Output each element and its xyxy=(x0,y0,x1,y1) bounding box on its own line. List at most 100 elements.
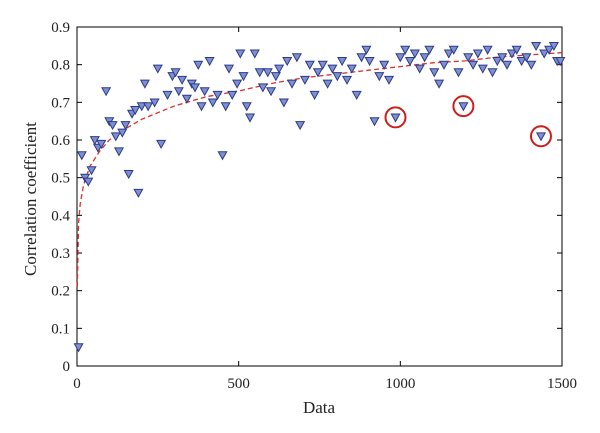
data-point-marker xyxy=(395,53,406,63)
data-point-marker xyxy=(364,57,375,67)
data-point-marker xyxy=(299,75,310,85)
data-points xyxy=(73,42,566,353)
data-point-marker xyxy=(193,60,204,70)
data-point-marker xyxy=(244,113,256,123)
data-point-marker xyxy=(379,60,390,70)
data-point-marker xyxy=(96,139,107,150)
data-point-marker xyxy=(189,83,201,93)
trend-layer xyxy=(76,51,563,287)
data-point-marker xyxy=(400,45,411,55)
outlier-highlight-circle xyxy=(529,125,552,148)
data-point-marker xyxy=(404,57,416,67)
data-point-marker xyxy=(468,60,479,70)
data-point-marker xyxy=(383,75,395,85)
data-point-marker xyxy=(76,151,87,161)
y-tick-label: 0.2 xyxy=(51,284,70,300)
data-point-marker xyxy=(548,42,559,52)
data-point-marker xyxy=(212,90,223,101)
data-point-marker xyxy=(472,49,483,59)
data-point-marker xyxy=(217,151,228,161)
data-point-marker xyxy=(434,79,445,89)
outlier-highlight-circle xyxy=(452,95,475,118)
data-point-marker xyxy=(448,45,459,55)
x-axis-ticks: 0 500 1000 1500 xyxy=(73,27,577,392)
data-point-marker xyxy=(241,102,252,112)
data-point-marker xyxy=(453,68,464,78)
data-point-marker xyxy=(337,57,348,67)
data-point-marker xyxy=(327,64,338,74)
data-point-marker xyxy=(130,106,141,116)
data-point-marker xyxy=(317,60,328,70)
data-point-marker xyxy=(487,68,498,78)
data-point-marker xyxy=(424,45,435,55)
data-point-marker xyxy=(477,64,488,74)
data-point-marker xyxy=(291,53,302,63)
data-point-marker xyxy=(539,49,550,59)
data-point-marker xyxy=(516,57,527,67)
data-point-marker xyxy=(196,102,207,112)
y-tick-label: 0.8 xyxy=(51,58,70,74)
data-point-marker xyxy=(204,57,215,67)
data-point-marker xyxy=(101,87,112,97)
data-point-marker xyxy=(270,72,281,82)
data-point-marker xyxy=(438,60,450,70)
data-point-marker xyxy=(501,60,513,70)
data-point-marker xyxy=(458,102,469,112)
data-point-marker xyxy=(322,79,333,89)
data-point-marker xyxy=(170,68,181,78)
data-point-marker xyxy=(492,57,503,67)
data-point-marker xyxy=(341,75,353,85)
y-tick-label: 0.5 xyxy=(51,171,70,187)
data-point-marker xyxy=(238,72,249,82)
data-point-marker xyxy=(286,79,298,89)
data-point-marker xyxy=(139,79,150,89)
data-point-marker xyxy=(304,60,315,70)
y-tick-label: 0.1 xyxy=(51,321,70,337)
data-point-marker xyxy=(133,188,144,198)
data-point-marker xyxy=(113,147,125,157)
data-point-marker xyxy=(443,49,454,59)
x-axis-label: Data xyxy=(303,398,336,417)
data-point-marker xyxy=(526,60,537,70)
data-point-marker xyxy=(506,49,517,59)
data-point-marker xyxy=(521,53,532,63)
data-point-marker xyxy=(356,53,367,63)
y-axis-label: Correlation coefficient xyxy=(21,122,40,276)
data-point-marker xyxy=(555,57,566,67)
data-point-marker xyxy=(181,94,192,104)
data-point-marker xyxy=(120,121,131,131)
data-point-marker xyxy=(235,49,246,59)
data-point-marker xyxy=(309,90,320,101)
data-point-marker xyxy=(136,102,147,112)
y-tick-label: 0.3 xyxy=(51,246,70,262)
data-point-marker xyxy=(262,68,273,78)
data-point-marker xyxy=(220,102,231,112)
y-tick-label: 0.6 xyxy=(51,133,70,149)
data-point-marker xyxy=(409,49,420,59)
data-point-marker xyxy=(123,170,134,180)
outlier-highlight-circle xyxy=(384,106,407,129)
x-tick-label: 1000 xyxy=(385,376,415,392)
data-point-marker xyxy=(295,121,306,131)
data-point-marker xyxy=(117,128,128,138)
data-point-marker xyxy=(278,98,289,108)
data-point-marker xyxy=(257,83,268,93)
data-point-marker xyxy=(162,90,173,101)
data-point-marker xyxy=(511,45,522,55)
data-point-marker xyxy=(282,57,293,67)
data-point-marker xyxy=(254,68,265,78)
data-point-marker xyxy=(332,72,343,82)
data-point-marker xyxy=(346,64,357,74)
data-point-marker xyxy=(156,139,167,150)
highlight-circles xyxy=(384,95,552,148)
y-axis-ticks: 0 0.1 0.2 0.3 0.4 0.5 0.6 0.7 0.8 0.9 xyxy=(51,20,562,375)
data-point-marker xyxy=(531,42,542,52)
data-point-marker xyxy=(482,45,493,55)
y-tick-label: 0.7 xyxy=(51,95,70,111)
data-point-marker xyxy=(110,132,121,142)
data-point-marker xyxy=(249,49,260,59)
data-point-marker xyxy=(374,72,385,82)
x-tick-label: 0 xyxy=(73,376,81,392)
data-point-marker xyxy=(199,87,210,97)
data-point-marker xyxy=(274,64,285,74)
